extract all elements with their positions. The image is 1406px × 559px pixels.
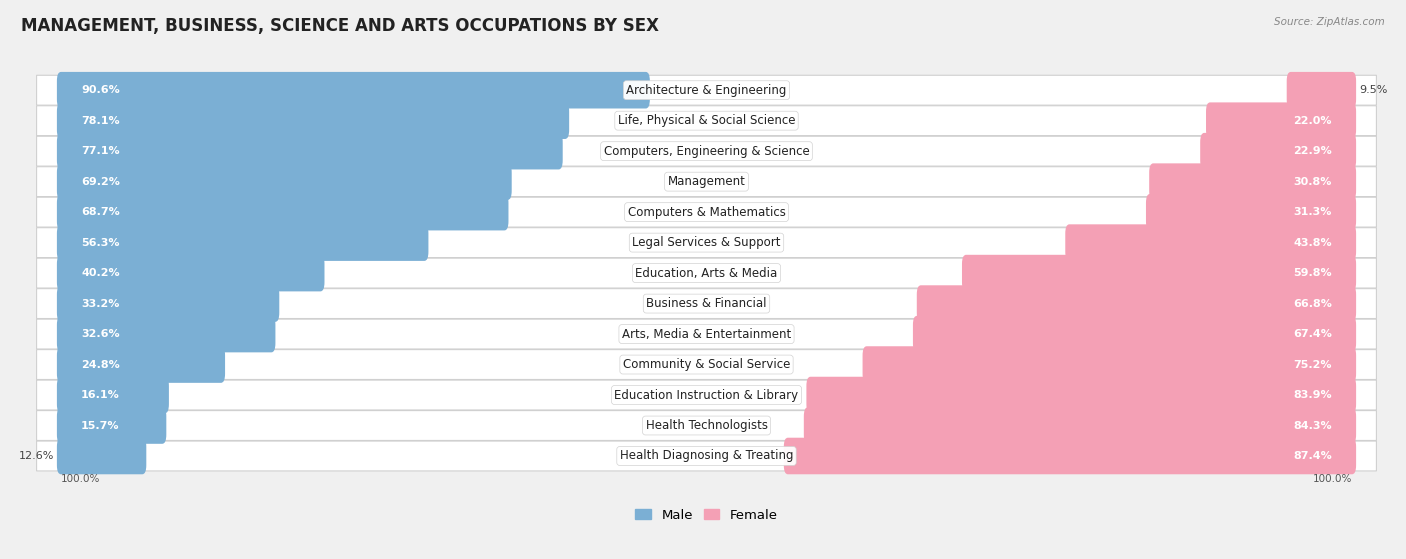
Text: Management: Management — [668, 175, 745, 188]
Text: 40.2%: 40.2% — [82, 268, 120, 278]
Text: 16.1%: 16.1% — [82, 390, 120, 400]
FancyBboxPatch shape — [56, 346, 225, 383]
FancyBboxPatch shape — [56, 285, 280, 322]
Text: Education Instruction & Library: Education Instruction & Library — [614, 389, 799, 401]
FancyBboxPatch shape — [56, 72, 650, 108]
Text: 22.9%: 22.9% — [1294, 146, 1331, 156]
Text: 30.8%: 30.8% — [1294, 177, 1331, 187]
FancyBboxPatch shape — [807, 377, 1357, 413]
FancyBboxPatch shape — [56, 255, 325, 291]
FancyBboxPatch shape — [962, 255, 1357, 291]
Text: Source: ZipAtlas.com: Source: ZipAtlas.com — [1274, 17, 1385, 27]
FancyBboxPatch shape — [37, 410, 1376, 440]
Text: Architecture & Engineering: Architecture & Engineering — [626, 84, 787, 97]
FancyBboxPatch shape — [56, 224, 429, 261]
FancyBboxPatch shape — [1149, 163, 1357, 200]
FancyBboxPatch shape — [1286, 72, 1357, 108]
Text: Arts, Media & Entertainment: Arts, Media & Entertainment — [621, 328, 792, 340]
Text: Computers, Engineering & Science: Computers, Engineering & Science — [603, 145, 810, 158]
Text: 59.8%: 59.8% — [1294, 268, 1331, 278]
Text: 12.6%: 12.6% — [18, 451, 55, 461]
FancyBboxPatch shape — [37, 228, 1376, 258]
Text: 78.1%: 78.1% — [82, 116, 120, 126]
Text: Computers & Mathematics: Computers & Mathematics — [627, 206, 786, 219]
FancyBboxPatch shape — [56, 377, 169, 413]
Text: Business & Financial: Business & Financial — [647, 297, 766, 310]
FancyBboxPatch shape — [37, 258, 1376, 288]
FancyBboxPatch shape — [37, 319, 1376, 349]
FancyBboxPatch shape — [37, 167, 1376, 197]
Text: 90.6%: 90.6% — [82, 85, 120, 95]
FancyBboxPatch shape — [56, 163, 512, 200]
Text: 43.8%: 43.8% — [1294, 238, 1331, 248]
Text: Life, Physical & Social Science: Life, Physical & Social Science — [617, 114, 796, 127]
FancyBboxPatch shape — [56, 194, 509, 230]
Text: 87.4%: 87.4% — [1294, 451, 1331, 461]
FancyBboxPatch shape — [1146, 194, 1357, 230]
Text: 83.9%: 83.9% — [1294, 390, 1331, 400]
Text: 75.2%: 75.2% — [1294, 359, 1331, 369]
FancyBboxPatch shape — [862, 346, 1357, 383]
Text: 56.3%: 56.3% — [82, 238, 120, 248]
Text: 100.0%: 100.0% — [1313, 474, 1353, 484]
Text: Health Diagnosing & Treating: Health Diagnosing & Treating — [620, 449, 793, 462]
FancyBboxPatch shape — [56, 133, 562, 169]
FancyBboxPatch shape — [56, 102, 569, 139]
FancyBboxPatch shape — [917, 285, 1357, 322]
FancyBboxPatch shape — [37, 441, 1376, 471]
Text: 69.2%: 69.2% — [82, 177, 120, 187]
FancyBboxPatch shape — [1201, 133, 1357, 169]
FancyBboxPatch shape — [37, 106, 1376, 136]
FancyBboxPatch shape — [37, 349, 1376, 380]
FancyBboxPatch shape — [56, 438, 146, 474]
Text: 22.0%: 22.0% — [1294, 116, 1331, 126]
Text: 77.1%: 77.1% — [82, 146, 120, 156]
FancyBboxPatch shape — [912, 316, 1357, 352]
Text: 84.3%: 84.3% — [1294, 420, 1331, 430]
Text: 32.6%: 32.6% — [82, 329, 120, 339]
Text: Health Technologists: Health Technologists — [645, 419, 768, 432]
Text: 31.3%: 31.3% — [1294, 207, 1331, 217]
Text: 15.7%: 15.7% — [82, 420, 120, 430]
Text: MANAGEMENT, BUSINESS, SCIENCE AND ARTS OCCUPATIONS BY SEX: MANAGEMENT, BUSINESS, SCIENCE AND ARTS O… — [21, 17, 659, 35]
FancyBboxPatch shape — [1206, 102, 1357, 139]
Text: Legal Services & Support: Legal Services & Support — [633, 236, 780, 249]
FancyBboxPatch shape — [37, 136, 1376, 166]
FancyBboxPatch shape — [37, 288, 1376, 319]
Text: Education, Arts & Media: Education, Arts & Media — [636, 267, 778, 280]
Text: 67.4%: 67.4% — [1294, 329, 1331, 339]
Text: 33.2%: 33.2% — [82, 299, 120, 309]
FancyBboxPatch shape — [37, 75, 1376, 105]
FancyBboxPatch shape — [56, 407, 166, 444]
FancyBboxPatch shape — [783, 438, 1357, 474]
Text: 66.8%: 66.8% — [1294, 299, 1331, 309]
FancyBboxPatch shape — [37, 380, 1376, 410]
Text: 100.0%: 100.0% — [60, 474, 100, 484]
FancyBboxPatch shape — [56, 316, 276, 352]
Text: 9.5%: 9.5% — [1358, 85, 1388, 95]
Text: 24.8%: 24.8% — [82, 359, 120, 369]
Legend: Male, Female: Male, Female — [630, 503, 783, 527]
FancyBboxPatch shape — [37, 197, 1376, 227]
Text: 68.7%: 68.7% — [82, 207, 120, 217]
FancyBboxPatch shape — [1066, 224, 1357, 261]
FancyBboxPatch shape — [804, 407, 1357, 444]
Text: Community & Social Service: Community & Social Service — [623, 358, 790, 371]
